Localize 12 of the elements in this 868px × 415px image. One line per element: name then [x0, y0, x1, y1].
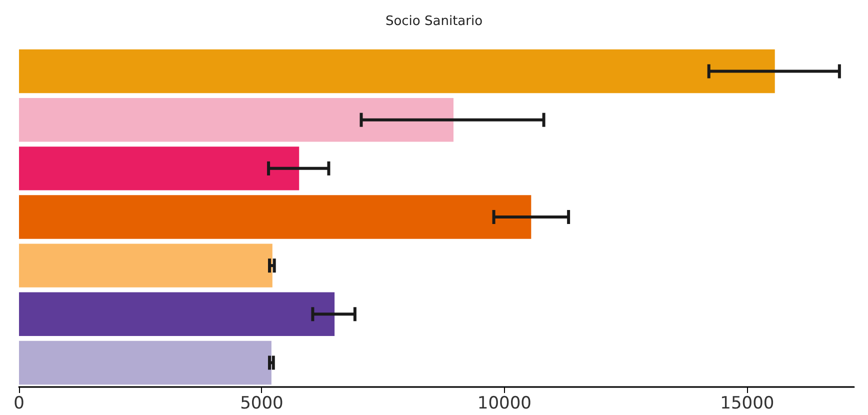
bar [19, 49, 775, 94]
x-tick-label: 15000 [720, 394, 774, 414]
bar [19, 146, 300, 190]
x-tick-label: 0 [14, 394, 24, 414]
bar [19, 98, 454, 142]
bar [19, 340, 272, 385]
bar [19, 292, 335, 336]
x-tick-label: 5000 [240, 394, 284, 414]
bar [19, 195, 532, 239]
chart-title: Socio Sanitario [385, 14, 483, 29]
bar [19, 244, 272, 288]
x-tick-label: 10000 [477, 394, 532, 414]
